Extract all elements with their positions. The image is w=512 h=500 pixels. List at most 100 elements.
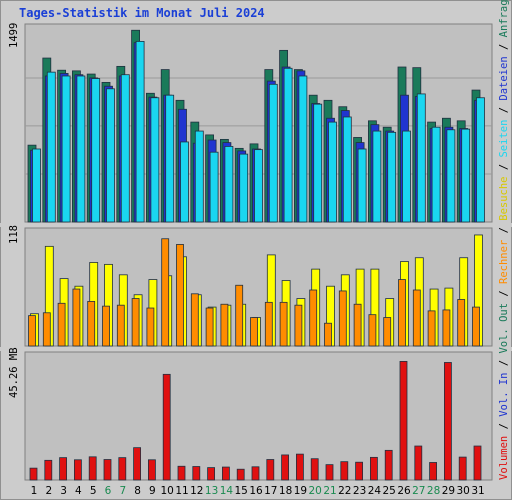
x-tick-label: 17 [264,485,277,497]
rechner-bar [368,314,377,347]
seiten-bar [313,103,323,223]
volumen-bar [399,360,408,481]
chart-title: Tages-Statistik im Monat Juli 2024 [19,6,265,20]
volumen-bar [162,373,171,481]
rechner-bar [87,300,96,347]
rechner-bar [131,298,140,347]
rechner-bar [442,309,451,347]
volumen-bar [295,453,304,481]
volumen-bar [266,459,275,481]
x-tick-label: 4 [75,485,82,497]
seiten-bar [239,153,249,223]
volumen-bar [221,466,230,481]
x-tick-label: 29 [442,485,455,497]
seiten-bar [32,148,41,223]
x-tick-label: 11 [175,485,188,497]
x-tick-label: 20 [309,485,322,497]
x-tick-label: 5 [90,485,97,497]
legend-separator: / [498,417,510,436]
volumen-bar [29,467,38,481]
x-tick-label: 10 [161,485,174,497]
volumen-bar [103,459,112,481]
seiten-bar [283,67,293,223]
volumen-bar [133,447,142,481]
rechner-bar [353,303,362,347]
seiten-bar [387,131,397,223]
volumen-bar [340,461,349,481]
legend-vol-out: Vol. Out [498,303,510,354]
seiten-bar [135,40,145,223]
rechner-bar [42,312,51,347]
seiten-bar [268,83,278,223]
volumen-bar [281,454,290,481]
x-tick-label: 7 [119,485,126,497]
seiten-bar [328,121,337,223]
legend-separator: / [498,221,510,240]
legend-vol-in: Vol. In [498,373,510,417]
rechner-bar [161,238,170,347]
seiten-bar [298,75,308,223]
volumen-bar [325,464,334,481]
x-tick-label: 2 [45,485,52,497]
panel-volume [24,351,493,481]
x-tick-label: 19 [294,485,307,497]
legend-besuche: Besuche [498,176,510,220]
x-tick-label: 26 [397,485,411,497]
legend-rechner: Rechner [498,240,510,284]
panel-separator [0,347,512,351]
rechner-bar [338,290,347,347]
seiten-bar [402,130,411,223]
seiten-bar [476,97,485,223]
x-tick-label: 27 [412,485,425,497]
seiten-bar [224,146,234,223]
x-tick-label: 13 [205,485,218,497]
legend-separator: / [498,354,510,373]
rechner-bar [116,304,125,347]
volumen-bar [74,459,82,481]
x-tick-label: 21 [323,485,336,497]
seiten-bar [372,130,382,223]
volumen-bar [384,449,393,481]
rechner-bar [190,293,199,347]
x-tick-label: 22 [338,485,351,497]
y-axis-max-label: 118 [8,225,20,244]
legend-dateien: Dateien [498,56,510,100]
rechner-bar [146,307,155,347]
rechner-bar [57,302,66,347]
x-tick-label: 24 [368,485,382,497]
volumen-bar [429,462,438,481]
rechner-bar [264,301,273,347]
seiten-bar [165,94,175,223]
rechner-bar [72,288,81,347]
volumen-bar [310,458,319,481]
volumen-bar [59,457,67,481]
seiten-bar [209,151,219,223]
rechner-bar [279,301,288,347]
volumen-bar [192,466,201,481]
rechner-bar [324,322,332,347]
volumen-bar [88,456,97,481]
x-tick-label: 8 [134,485,141,497]
volumen-bar [44,459,53,481]
seiten-bar [194,130,204,223]
rechner-bar [176,244,184,347]
volumen-bar [177,465,186,481]
seiten-bar [254,149,263,223]
rechner-bar [472,306,480,347]
x-tick-label: 14 [220,485,234,497]
x-tick-label: 15 [235,485,248,497]
volumen-bar [251,466,260,481]
rechner-bar [309,289,318,347]
legend-separator: / [498,158,510,177]
legend-separator: / [498,37,510,56]
seiten-bar [431,126,441,223]
volumen-bar [207,467,216,481]
rechner-bar [102,305,110,347]
right-legend: Volumen / Vol. In / Vol. Out / Rechner /… [498,0,510,480]
seiten-bar [106,88,115,223]
y-axis-max-label: 45.26 MB [8,347,20,398]
x-tick-label: 9 [149,485,156,497]
seiten-bar [150,97,160,223]
rechner-bar [457,299,466,347]
